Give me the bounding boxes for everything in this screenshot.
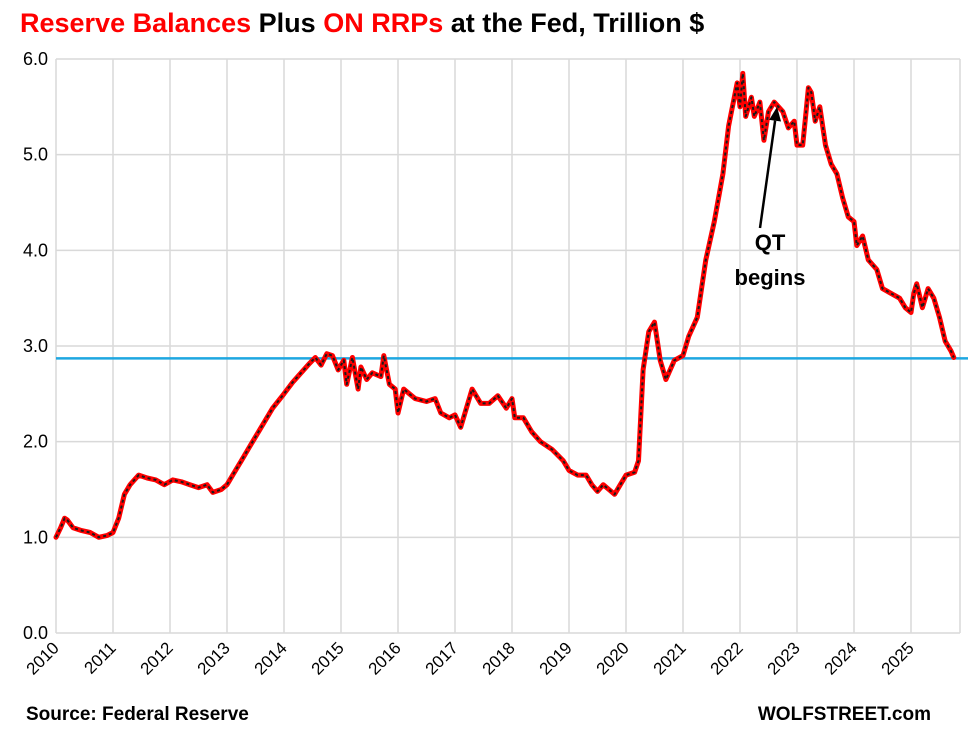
x-tick-label: 2023 xyxy=(764,638,804,678)
title-part-plus: Plus xyxy=(251,8,324,38)
source-label: Source: Federal Reserve xyxy=(26,704,249,725)
x-tick-label: 2025 xyxy=(878,638,918,678)
x-tick-label: 2024 xyxy=(821,638,861,678)
title-part-reserve-balances: Reserve Balances xyxy=(20,8,252,38)
x-tick-label: 2010 xyxy=(23,638,63,678)
annotation-group: QT begins xyxy=(735,106,806,290)
x-tick-label: 2018 xyxy=(479,638,519,678)
grid-lines xyxy=(55,58,961,634)
y-tick-label: 2.0 xyxy=(23,432,48,452)
annotation-begins: begins xyxy=(735,265,806,290)
x-tick-label: 2016 xyxy=(365,638,405,678)
title-part-on-rrps: ON RRPs xyxy=(323,8,444,38)
y-tick-label: 5.0 xyxy=(23,145,48,165)
qt-arrow-head xyxy=(769,106,782,122)
axes: 0.0 1.0 2.0 3.0 4.0 5.0 6.0 2010 2011 2012 2013 201… xyxy=(23,49,918,679)
series-line-red xyxy=(53,70,957,540)
y-tick-label: 3.0 xyxy=(23,336,48,356)
series-group xyxy=(53,70,957,540)
x-tick-label: 2015 xyxy=(308,638,348,678)
y-tick-label: 6.0 xyxy=(23,49,48,69)
x-tick-label: 2017 xyxy=(422,638,462,678)
brand-label: WOLFSTREET.com xyxy=(757,704,931,725)
title-part-rest: at the Fed, Trillion $ xyxy=(443,8,705,38)
x-tick-label: 2011 xyxy=(81,638,120,677)
x-tick-label: 2020 xyxy=(593,638,633,678)
y-tick-label: 4.0 xyxy=(23,240,48,260)
x-tick-label: 2012 xyxy=(137,638,177,678)
y-tick-label: 0.0 xyxy=(23,623,48,643)
x-tick-label: 2019 xyxy=(536,638,576,678)
qt-arrow-line xyxy=(758,120,777,229)
x-tick-label: 2021 xyxy=(650,638,690,678)
x-tick-label: 2014 xyxy=(251,638,291,678)
chart-title: Reserve Balances Plus ON RRPs at the Fed… xyxy=(20,8,704,39)
annotation-qt: QT xyxy=(755,230,786,255)
series-line-dashed xyxy=(55,72,955,539)
x-tick-label: 2022 xyxy=(707,638,747,678)
x-tick-label: 2013 xyxy=(194,638,234,678)
y-tick-label: 1.0 xyxy=(23,527,48,547)
